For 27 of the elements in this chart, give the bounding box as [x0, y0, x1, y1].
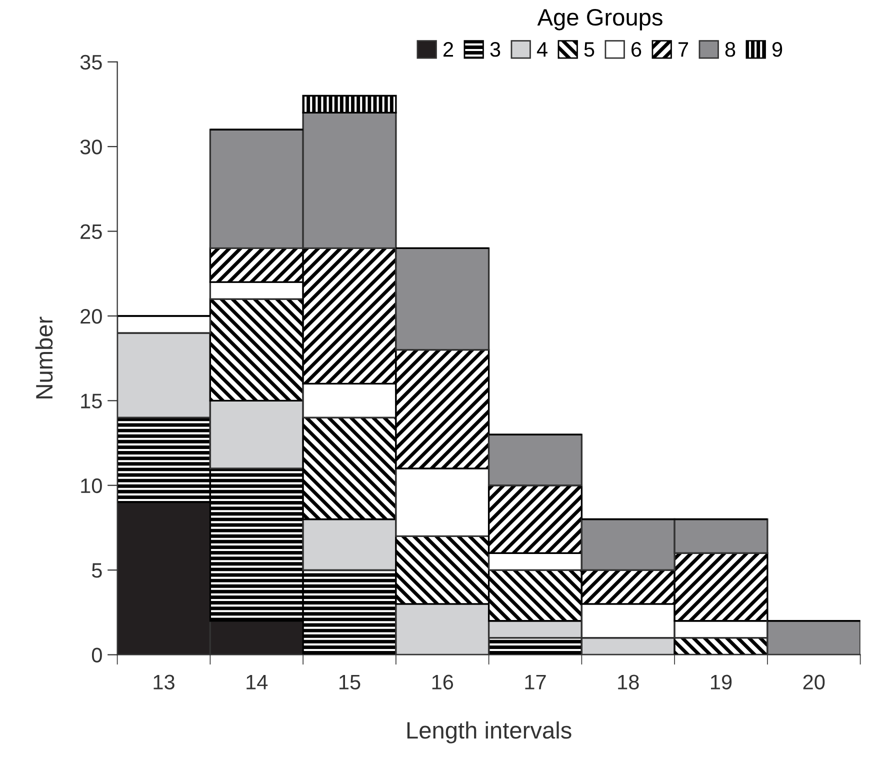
y-tick-label: 5 [92, 563, 102, 578]
y-tick-label: 10 [81, 478, 102, 494]
x-tick-label: 18 [618, 674, 639, 690]
legend-label: 7 [678, 42, 688, 57]
y-tick-label: 15 [81, 394, 102, 408]
legend-label: 4 [536, 42, 548, 57]
legend-label: 3 [490, 42, 500, 57]
x-tick-label: 13 [154, 674, 174, 690]
x-tick-label: 17 [525, 674, 546, 690]
x-tick-label: 16 [432, 674, 454, 690]
x-tick-label: 19 [711, 674, 732, 690]
legend-label: 9 [772, 42, 782, 57]
y-tick-label: 30 [80, 140, 102, 154]
y-axis-title: Number [35, 316, 53, 398]
legend-title: Age Groups [537, 8, 662, 30]
legend-label: 8 [725, 42, 736, 57]
y-tick-label: 20 [80, 308, 102, 324]
legend-label: 5 [584, 42, 594, 57]
x-tick-label: 14 [246, 674, 268, 690]
y-tick-label: 35 [80, 54, 102, 70]
y-tick-label: 0 [92, 648, 102, 662]
x-tick-label: 20 [803, 674, 825, 690]
x-tick-label: 15 [340, 674, 360, 690]
legend-label: 6 [632, 42, 642, 57]
x-axis-title: Length intervals [407, 721, 572, 744]
y-tick-label: 25 [80, 224, 102, 240]
legend-label: 2 [444, 42, 454, 57]
